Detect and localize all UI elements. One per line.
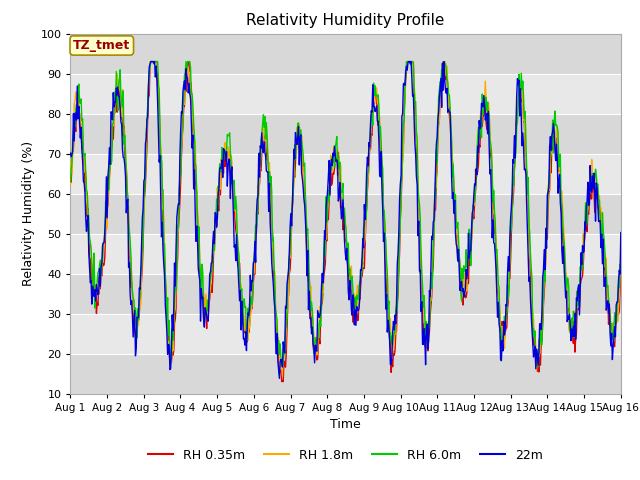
Bar [70,274,621,313]
Bar [70,34,621,73]
Bar [70,234,621,274]
Bar [70,354,621,394]
Bar [70,114,621,154]
Text: TZ_tmet: TZ_tmet [73,39,131,52]
Bar [70,193,621,234]
X-axis label: Time: Time [330,418,361,431]
Bar [70,154,621,193]
Legend: RH 0.35m, RH 1.8m, RH 6.0m, 22m: RH 0.35m, RH 1.8m, RH 6.0m, 22m [143,444,548,467]
Title: Relativity Humidity Profile: Relativity Humidity Profile [246,13,445,28]
Y-axis label: Relativity Humidity (%): Relativity Humidity (%) [22,141,35,286]
Bar [70,73,621,114]
Bar [70,313,621,354]
